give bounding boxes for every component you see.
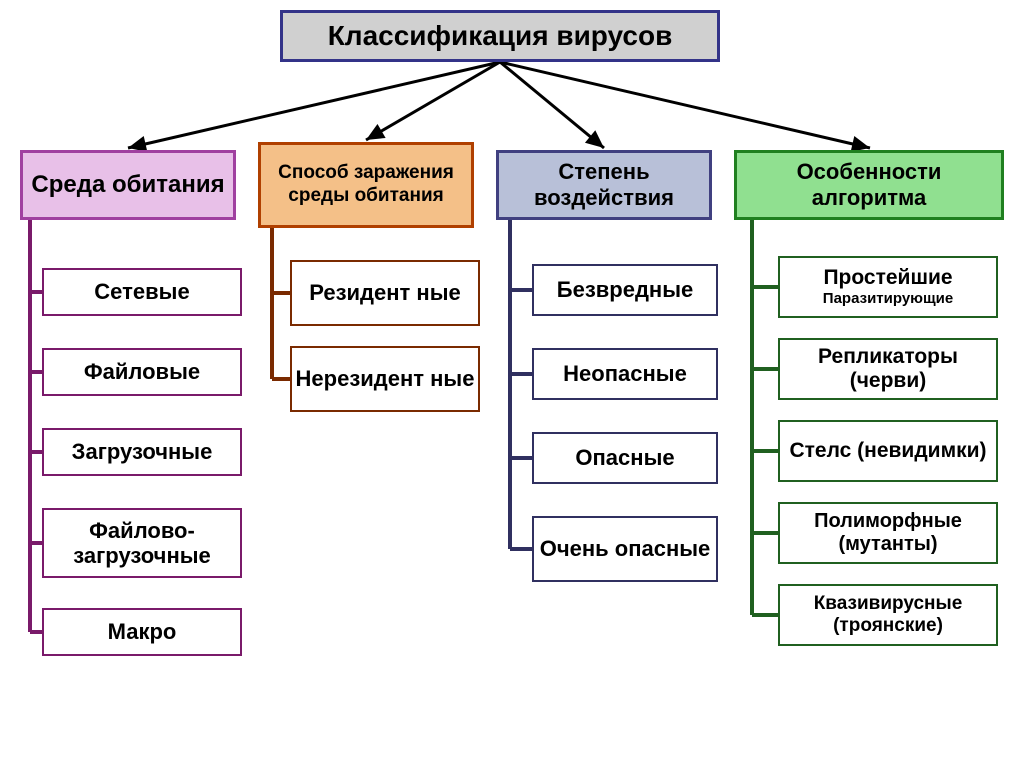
item-habitat-1: Файловые bbox=[42, 348, 242, 396]
item-impact-2: Опасные bbox=[532, 432, 718, 484]
item-impact-1: Неопасные bbox=[532, 348, 718, 400]
item-label: Неопасные bbox=[563, 361, 687, 386]
root-title: Классификация вирусов bbox=[280, 10, 720, 62]
item-label: Репликаторы (черви) bbox=[780, 345, 996, 393]
category-habitat: Среда обитания bbox=[20, 150, 236, 220]
item-algorithm-1: Репликаторы (черви) bbox=[778, 338, 998, 400]
item-infection-1: Нерезидент ные bbox=[290, 346, 480, 412]
category-infection: Способ заражения среды обитания bbox=[258, 142, 474, 228]
item-label: Очень опасные bbox=[540, 536, 711, 561]
item-sublabel: Паразитирующие bbox=[823, 290, 953, 307]
item-habitat-3: Файлово-загрузочные bbox=[42, 508, 242, 578]
item-label: Полиморфные (мутанты) bbox=[780, 510, 996, 556]
item-label: Простейшие bbox=[823, 266, 952, 290]
item-habitat-2: Загрузочные bbox=[42, 428, 242, 476]
item-label: Файлово-загрузочные bbox=[44, 518, 240, 569]
item-impact-0: Безвредные bbox=[532, 264, 718, 316]
item-label: Квазивирусные (троянские) bbox=[780, 593, 996, 637]
item-algorithm-2: Стелс (невидимки) bbox=[778, 420, 998, 482]
item-label: Файловые bbox=[84, 359, 200, 384]
item-label: Загрузочные bbox=[72, 439, 213, 464]
item-habitat-0: Сетевые bbox=[42, 268, 242, 316]
item-habitat-4: Макро bbox=[42, 608, 242, 656]
item-label: Нерезидент ные bbox=[296, 366, 475, 391]
item-algorithm-3: Полиморфные (мутанты) bbox=[778, 502, 998, 564]
item-algorithm-4: Квазивирусные (троянские) bbox=[778, 584, 998, 646]
item-label: Опасные bbox=[575, 445, 674, 470]
item-label: Безвредные bbox=[557, 277, 693, 302]
item-algorithm-0: ПростейшиеПаразитирующие bbox=[778, 256, 998, 318]
item-label: Стелс (невидимки) bbox=[789, 439, 986, 463]
category-algorithm: Особенности алгоритма bbox=[734, 150, 1004, 220]
item-label: Сетевые bbox=[94, 279, 189, 304]
item-label: Резидент ные bbox=[309, 280, 461, 305]
item-impact-3: Очень опасные bbox=[532, 516, 718, 582]
item-infection-0: Резидент ные bbox=[290, 260, 480, 326]
item-label: Макро bbox=[108, 619, 177, 644]
category-impact: Степень воздействия bbox=[496, 150, 712, 220]
